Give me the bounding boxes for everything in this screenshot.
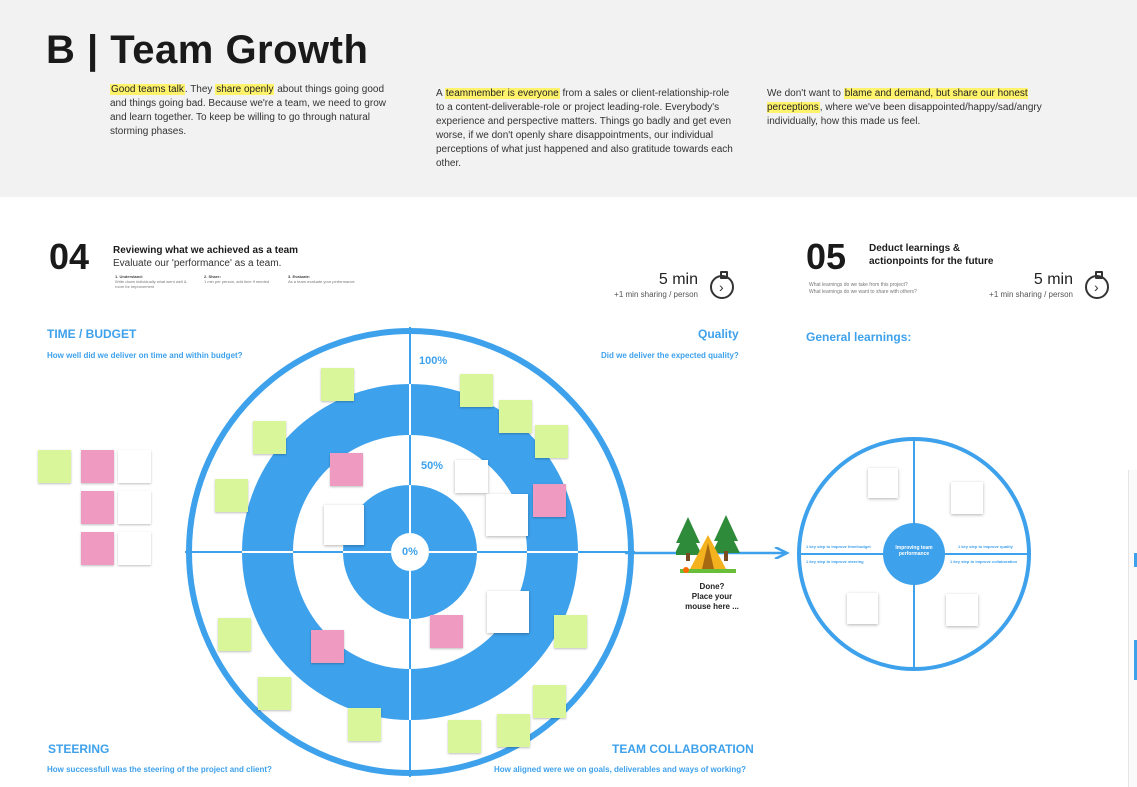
- sticky-note-pink[interactable]: [81, 450, 114, 483]
- sticky-note-green[interactable]: [448, 720, 481, 753]
- step-04-instruction-understand: 1. Understand: Write down individually wh…: [115, 274, 187, 289]
- quadrant-question-team-collaboration: How aligned were we on goals, deliverabl…: [494, 765, 747, 774]
- sticky-note-pink[interactable]: [430, 615, 463, 648]
- done-hint[interactable]: Done? Place your mouse here ...: [685, 582, 739, 611]
- sticky-note-pink[interactable]: [81, 491, 114, 524]
- side-panel-marker: [1134, 553, 1137, 567]
- intro-text-honest-perceptions: We don't want to blame and demand, but s…: [767, 88, 1042, 127]
- step-04-title: Reviewing what we achieved as a team: [113, 245, 299, 256]
- side-panel-edge[interactable]: [1128, 470, 1137, 787]
- sticky-note-green[interactable]: [348, 708, 381, 741]
- intro-text-teams-talk: Good teams talk. They share openly about…: [110, 84, 386, 137]
- sticky-note-white[interactable]: [486, 494, 528, 536]
- step-05-number: 05: [806, 236, 847, 277]
- sticky-note-green[interactable]: [321, 368, 354, 401]
- highlight: teammember is everyone: [444, 88, 560, 99]
- learnings-wheel-center-label: Improving team performance: [895, 545, 933, 557]
- step-05-questions: What learnings do we take from this proj…: [809, 282, 917, 295]
- sticky-note-white[interactable]: [868, 468, 898, 498]
- step-04-timer: 5 min +1 min sharing / person: [614, 271, 698, 299]
- highlight: Good teams talk: [110, 84, 185, 95]
- sticky-note-pink[interactable]: [81, 532, 114, 565]
- sticky-note-white[interactable]: [946, 594, 978, 626]
- quadrant-title-team-collaboration: TEAM COLLABORATION: [612, 742, 754, 756]
- step-05-timer: 5 min +1 min sharing / person: [989, 271, 1073, 299]
- performance-target[interactable]: [185, 327, 635, 777]
- stopwatch-icon[interactable]: [710, 271, 734, 299]
- learnings-wheel-label-collaboration: 1 key step to improve collaboration: [950, 559, 1018, 564]
- target-label-100: 100%: [419, 355, 448, 367]
- step-04-number: 04: [49, 236, 90, 277]
- highlight: share openly: [215, 84, 275, 95]
- sticky-note-white[interactable]: [951, 482, 983, 514]
- sticky-note-green[interactable]: [554, 615, 587, 648]
- side-panel-marker: [1134, 640, 1137, 680]
- learnings-wheel-label-time: 1 key step to improve time/budget: [806, 544, 871, 549]
- target-label-0: 0%: [402, 546, 418, 558]
- sticky-note-white[interactable]: [118, 532, 151, 565]
- step-04-instruction-evaluate: 3. Evaluate: As a team evaluate your perf…: [288, 274, 355, 284]
- sticky-note-white[interactable]: [487, 591, 529, 633]
- sticky-note-green[interactable]: [215, 479, 248, 512]
- sticky-note-green[interactable]: [38, 450, 71, 483]
- sticky-note-green[interactable]: [533, 685, 566, 718]
- sticky-note-green[interactable]: [535, 425, 568, 458]
- learnings-wheel-label-steering: 1 key step to improve steering: [806, 559, 864, 564]
- quadrant-title-time-budget: TIME / BUDGET: [47, 327, 137, 341]
- board-header: B | Team Growth Good teams talk. They sh…: [0, 0, 1137, 197]
- quadrant-title-quality: Quality: [698, 327, 739, 341]
- sticky-note-pink[interactable]: [533, 484, 566, 517]
- sticky-note-green[interactable]: [258, 677, 291, 710]
- step-05-title: Deduct learnings & actionpoints for the f…: [869, 243, 994, 267]
- quadrant-question-quality: Did we deliver the expected quality?: [601, 351, 739, 360]
- sticky-note-green[interactable]: [497, 714, 530, 747]
- sticky-note-pink[interactable]: [330, 453, 363, 486]
- sticky-note-green[interactable]: [218, 618, 251, 651]
- sticky-note-pink[interactable]: [311, 630, 344, 663]
- general-learnings-label: General learnings:: [806, 330, 912, 344]
- sticky-note-white[interactable]: [118, 491, 151, 524]
- sticky-note-green[interactable]: [460, 374, 493, 407]
- sticky-note-white[interactable]: [847, 593, 878, 624]
- learnings-wheel-label-quality: 1 key step to improve quality: [958, 544, 1013, 549]
- quadrant-title-steering: STEERING: [48, 742, 110, 756]
- sticky-note-white[interactable]: [118, 450, 151, 483]
- step-04-subtitle: Evaluate our 'performance' as a team.: [113, 258, 282, 269]
- target-label-50: 50%: [421, 460, 444, 472]
- board-title: B | Team Growth: [46, 28, 369, 72]
- sticky-note-white[interactable]: [455, 460, 488, 493]
- sticky-note-white[interactable]: [324, 505, 364, 545]
- tent-camp-icon[interactable]: [676, 513, 740, 577]
- sticky-note-green[interactable]: [499, 400, 532, 433]
- quadrant-question-time-budget: How well did we deliver on time and with…: [47, 351, 243, 360]
- sticky-note-green[interactable]: [253, 421, 286, 454]
- intro-text-teammember: A teammember is everyone from a sales or…: [436, 88, 733, 169]
- stopwatch-icon[interactable]: [1085, 271, 1109, 299]
- step-04-instruction-share: 2. Share: 1 min per person, add time if n…: [204, 274, 270, 284]
- quadrant-question-steering: How successfull was the steering of the …: [47, 765, 272, 774]
